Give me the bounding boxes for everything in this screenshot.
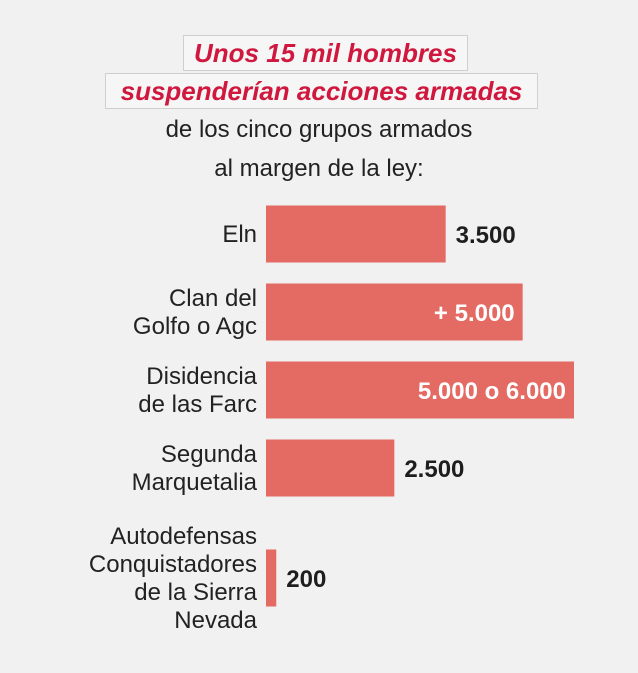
headline-line-3: de los cinco grupos armados: [165, 116, 473, 143]
category-label-0: Eln: [222, 221, 257, 248]
bar-4: [266, 549, 277, 607]
bar-1: [266, 283, 523, 341]
category-label-3: Segunda Marquetalia: [132, 441, 258, 496]
value-label-0: 3.500: [456, 222, 516, 249]
value-label-1: + 5.000: [434, 300, 515, 327]
value-label-2: 5.000 o 6.000: [418, 378, 566, 405]
value-label-4: 200: [286, 566, 326, 593]
category-label-4: Autodefensas Conquistadores de la Sierra Ne…: [89, 523, 258, 634]
headline-highlight-line-1: Unos 15 mil hombres: [183, 35, 468, 71]
category-label-2: Disidencia de las Farc: [138, 363, 257, 418]
headline-highlight-line-2: suspenderían acciones armadas: [105, 73, 538, 109]
bar-3: [266, 439, 395, 497]
value-label-3: 2.500: [404, 456, 464, 483]
category-label-1: Clan del Golfo o Agc: [133, 285, 257, 340]
bar-0: [266, 205, 446, 263]
headline-line-4: al margen de la ley:: [214, 155, 424, 182]
bar-2: [266, 361, 574, 419]
